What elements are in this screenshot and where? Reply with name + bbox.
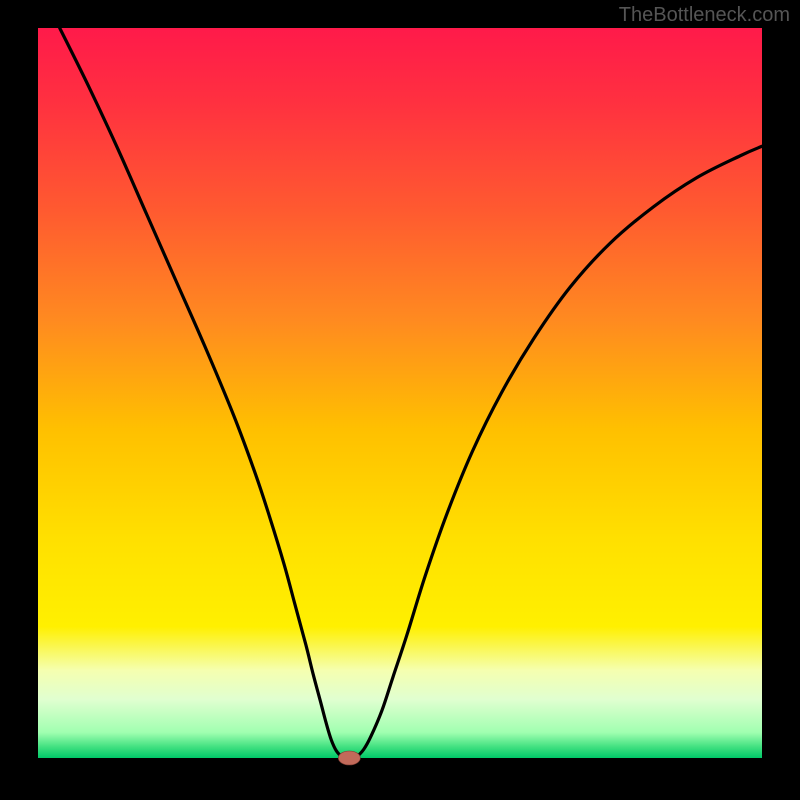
plot-area	[38, 28, 762, 758]
watermark-text: TheBottleneck.com	[619, 4, 790, 27]
chart-container: TheBottleneck.com	[0, 0, 800, 800]
